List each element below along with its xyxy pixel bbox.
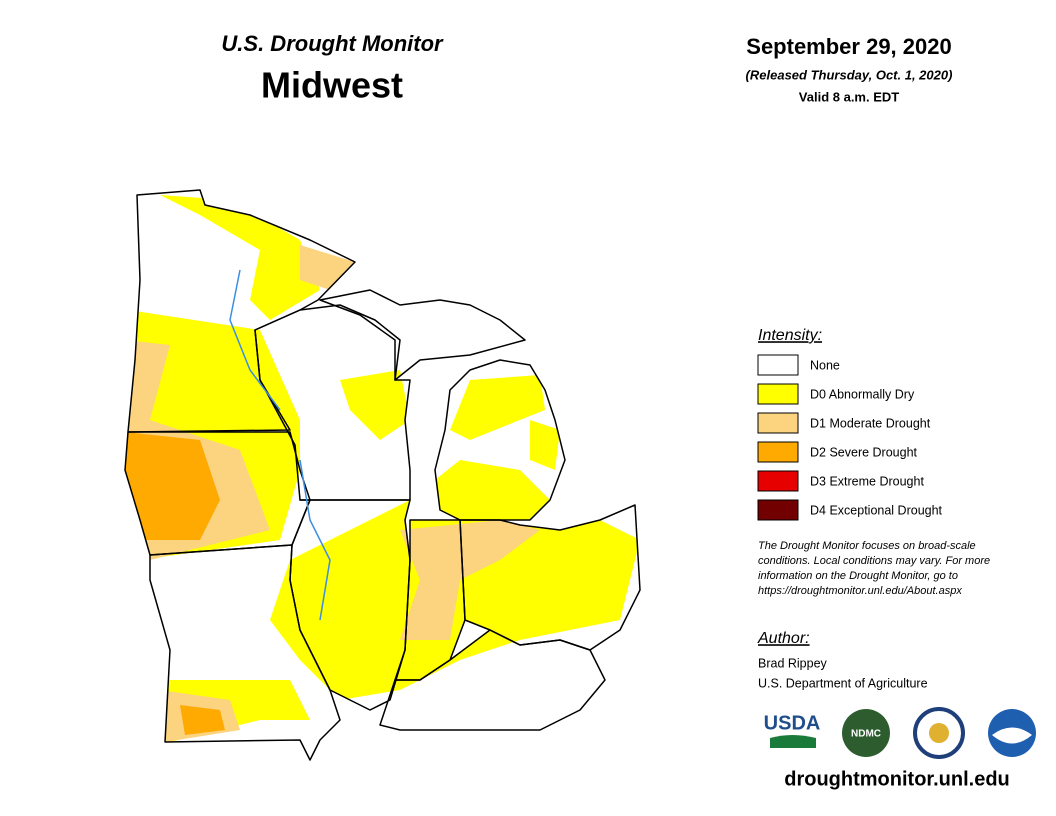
note-line: https://droughtmonitor.unl.edu/About.asp… — [758, 585, 962, 597]
note-line: conditions. Local conditions may vary. F… — [758, 555, 990, 567]
legend-swatch — [757, 499, 799, 521]
author-heading: Author: — [757, 630, 810, 647]
logo-ndmc: NDMC — [851, 729, 881, 740]
url: droughtmonitor.unl.edu — [784, 768, 1010, 790]
legend-label: D2 Severe Drought — [810, 445, 918, 459]
note-line: The Drought Monitor focuses on broad-sca… — [758, 540, 976, 552]
region: Midwest — [261, 65, 403, 106]
legend-swatch — [757, 412, 799, 434]
logo-ndmc-circle — [842, 709, 890, 757]
released: (Released Thursday, Oct. 1, 2020) — [746, 67, 953, 82]
legend-label: D3 Extreme Drought — [810, 474, 924, 488]
legend-swatch — [757, 354, 799, 376]
legend-label: D1 Moderate Drought — [810, 416, 931, 430]
date: September 29, 2020 — [746, 34, 951, 59]
logos: USDA NDMC — [764, 707, 1036, 759]
note-line: information on the Drought Monitor, go t… — [758, 570, 958, 582]
legend-title: Intensity: — [758, 327, 822, 344]
legend: None D0 Abnormally Dry D1 Moderate Drought… — [757, 354, 943, 521]
legend-label: None — [810, 358, 840, 372]
legend-label: D4 Exceptional Drought — [810, 503, 943, 517]
map — [124, 189, 641, 761]
legend-swatch — [757, 470, 799, 492]
legend-swatch — [757, 383, 799, 405]
legend-swatch — [757, 441, 799, 463]
logo-usda: USDA — [764, 712, 821, 734]
rivers — [229, 269, 331, 621]
legend-label: D0 Abnormally Dry — [810, 387, 915, 401]
logo-commerce-center — [929, 723, 949, 743]
note: The Drought Monitor focuses on broad-sca… — [758, 540, 990, 597]
valid: Valid 8 a.m. EDT — [799, 89, 899, 104]
author-agency: U.S. Department of Agriculture — [758, 676, 928, 690]
author-name: Brad Rippey — [758, 656, 828, 670]
logo-usda-shape — [770, 735, 816, 748]
title: U.S. Drought Monitor — [221, 31, 444, 56]
logo-noaa-bird — [992, 727, 1032, 744]
